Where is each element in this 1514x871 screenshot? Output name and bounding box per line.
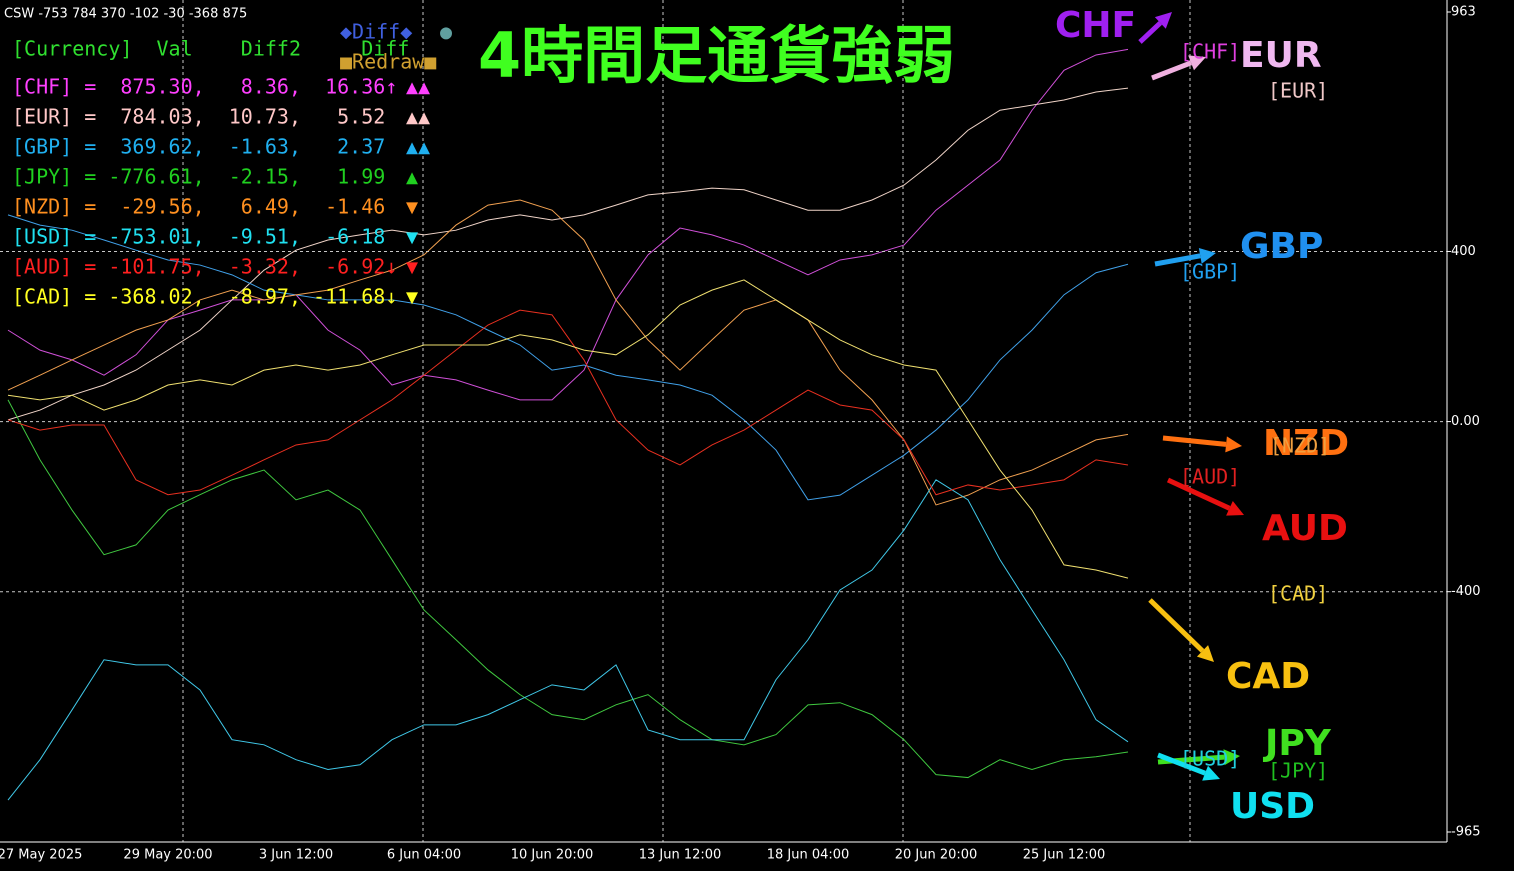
series-line xyxy=(7,199,1129,506)
panel-row: [AUD] = -101.75, -3.32, -6.92↓ xyxy=(12,255,397,279)
panel-signs: ▼ xyxy=(406,255,418,279)
x-tick-label: 29 May 20:00 xyxy=(123,848,212,863)
panel-signs: ▲ xyxy=(406,165,418,189)
arrow xyxy=(1162,435,1227,447)
y-tick-label: 963 xyxy=(1451,5,1476,20)
series-line xyxy=(7,479,1129,801)
panel-row: [USD] = -753.01, -9.51, -6.18 xyxy=(12,225,385,249)
panel-row: [NZD] = -29.56, 6.49, -1.46 xyxy=(12,195,385,219)
panel-row: [JPY] = -776.61, -2.15, 1.99 xyxy=(12,165,385,189)
annotation: [JPY] xyxy=(1268,759,1328,783)
panel-row: [GBP] = 369.62, -1.63, 2.37 xyxy=(12,135,385,159)
panel-header: [Currency] Val Diff2 Diff xyxy=(12,37,409,61)
x-tick-label: 13 Jun 12:00 xyxy=(639,848,722,863)
annotation: [AUD] xyxy=(1180,465,1240,489)
series-line xyxy=(7,279,1129,579)
plot xyxy=(7,48,1129,801)
y-tick-label: 0.00 xyxy=(1451,414,1480,429)
arrow-head xyxy=(1226,501,1244,516)
annotation: [CAD] xyxy=(1268,582,1328,606)
panel-signs: ▲▲ xyxy=(406,75,430,99)
caption: CSW -753 784 370 -102 -30 -368 875 xyxy=(4,7,247,22)
annotation: JPY xyxy=(1262,723,1332,764)
series-line xyxy=(7,214,1129,501)
arrow-head xyxy=(1154,12,1172,29)
arrow xyxy=(1148,598,1205,653)
x-tick-label: 6 Jun 04:00 xyxy=(387,848,461,863)
annotation: [CHF] xyxy=(1180,40,1240,64)
annotation: CHF xyxy=(1055,5,1136,46)
arrow xyxy=(1138,21,1163,44)
x-tick-label: 27 May 2025 xyxy=(0,848,82,863)
annotation: EUR xyxy=(1240,35,1322,76)
annotation: [EUR] xyxy=(1268,79,1328,103)
arrow xyxy=(1157,752,1206,776)
x-tick-label: 10 Jun 20:00 xyxy=(511,848,594,863)
redraw-button[interactable]: ■Redraw■ xyxy=(340,50,436,74)
annotation: [USD] xyxy=(1180,747,1240,771)
y-tick-label: -965 xyxy=(1451,825,1481,840)
dot: ● xyxy=(440,20,452,44)
x-tick-label: 3 Jun 12:00 xyxy=(259,848,333,863)
series-line xyxy=(7,399,1129,779)
panel-row: [EUR] = 784.03, 10.73, 5.52 xyxy=(12,105,385,129)
arrow xyxy=(1166,477,1231,511)
annotation: [GBP] xyxy=(1180,260,1240,284)
arrow-head xyxy=(1223,749,1240,766)
panel-signs: ▲▲ xyxy=(406,105,430,129)
annotation: AUD xyxy=(1262,508,1348,549)
annotation: [NZD] xyxy=(1270,434,1330,458)
panel-signs: ▲▲ xyxy=(406,135,430,159)
annotation: CAD xyxy=(1226,656,1310,697)
series-line xyxy=(7,87,1129,421)
x-tick-label: 25 Jun 12:00 xyxy=(1023,848,1106,863)
arrow-head xyxy=(1196,645,1214,662)
series-line xyxy=(7,48,1129,401)
y-tick-label: -400 xyxy=(1451,584,1481,599)
panel-signs: ▼ xyxy=(406,285,418,309)
annotation: USD xyxy=(1230,786,1315,827)
annotation: GBP xyxy=(1240,226,1323,267)
arrow-head xyxy=(1202,765,1220,781)
panel-signs: ▼ xyxy=(406,195,418,219)
arrow xyxy=(1151,60,1192,81)
panel-row: [CAD] = -368.02, -8.97, -11.68↓ xyxy=(12,285,397,309)
diff-button[interactable]: ◆Diff◆ xyxy=(340,20,412,44)
annotation: NZD xyxy=(1263,423,1349,464)
chart-title: 4時間足通貨強弱 xyxy=(478,19,955,92)
arrow-head xyxy=(1198,247,1216,264)
panel-signs: ▼ xyxy=(406,225,418,249)
x-tick-label: 18 Jun 04:00 xyxy=(767,848,850,863)
arrow xyxy=(1154,253,1201,267)
x-tick-label: 20 Jun 20:00 xyxy=(895,848,978,863)
y-tick-label: 400 xyxy=(1451,244,1476,259)
arrow-head xyxy=(1225,436,1242,453)
series-line xyxy=(7,309,1129,496)
arrow-head xyxy=(1188,55,1206,71)
panel-row: [CHF] = 875.30, 8.36, 16.36↑ xyxy=(12,75,397,99)
